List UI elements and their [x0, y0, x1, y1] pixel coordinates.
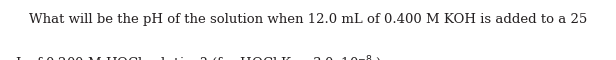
Text: What will be the pH of the solution when 12.0 mL of 0.400 M KOH is added to a 25: What will be the pH of the solution when…	[29, 13, 587, 26]
Text: mL of 0.200 M HOCl solution? (for HOCl K$_{a}$ =3.0x10$^{-8}$ ): mL of 0.200 M HOCl solution? (for HOCl K…	[3, 54, 382, 60]
